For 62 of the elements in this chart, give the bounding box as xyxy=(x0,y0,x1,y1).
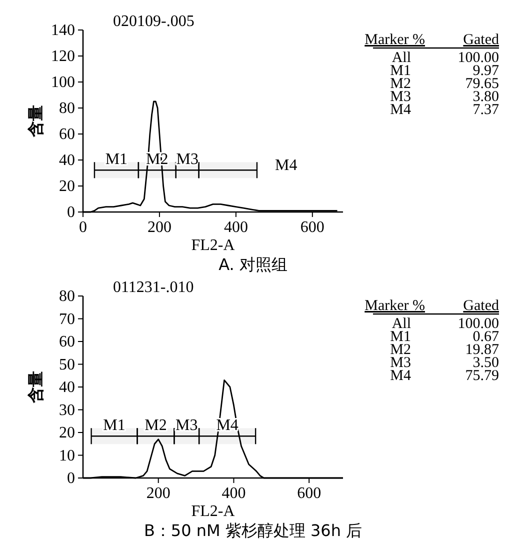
x-tick-label: 400 xyxy=(224,219,248,236)
band-label: M3 xyxy=(176,417,198,434)
y-tick-label: 40 xyxy=(59,152,75,169)
y-tick-label: 10 xyxy=(59,447,75,464)
text: M4 xyxy=(390,368,412,384)
text: M1 xyxy=(390,63,411,79)
text: 3.50 xyxy=(472,355,499,371)
x-tick-label: 200 xyxy=(146,485,170,502)
y-axis-title: 含量 xyxy=(26,105,45,138)
x-tick-label: 0 xyxy=(79,219,87,236)
text: Marker % xyxy=(364,298,425,314)
y-tick-label: 50 xyxy=(59,356,75,374)
y-tick-label: 20 xyxy=(59,178,75,195)
text: M2 xyxy=(390,342,411,358)
text: M2 xyxy=(390,76,411,92)
chart-title: 020109-.005 xyxy=(113,13,194,30)
text: B：50 nM 紫杉醇处理 36h 后 xyxy=(144,521,362,540)
band-label: M4 xyxy=(274,157,298,174)
x-tick-label: 600 xyxy=(297,485,322,502)
y-tick-label: 40 xyxy=(59,379,75,396)
text: 9.97 xyxy=(472,63,500,79)
text: 100.00 xyxy=(458,50,499,66)
x-axis-title: FL2-A xyxy=(191,237,236,254)
y-tick-label: 80 xyxy=(59,288,75,305)
text: M1 xyxy=(390,329,411,345)
x-tick-label: 200 xyxy=(147,219,172,236)
y-tick-label: 140 xyxy=(51,22,75,39)
text: 0.67 xyxy=(472,329,500,345)
y-tick-label: 0 xyxy=(67,204,75,221)
text: All xyxy=(392,316,411,332)
text: Marker % xyxy=(364,32,425,48)
y-tick-label: 80 xyxy=(59,100,75,117)
text: 7.37 xyxy=(472,102,500,118)
band-label: M1 xyxy=(103,417,126,434)
y-tick-label: 60 xyxy=(59,334,75,350)
text: M3 xyxy=(390,89,411,105)
y-tick-label: 70 xyxy=(59,310,75,328)
text: 19.87 xyxy=(465,342,500,358)
text: 3.80 xyxy=(472,89,499,105)
x-axis-title: FL2-A xyxy=(191,503,236,520)
text: Gated xyxy=(463,298,500,314)
y-tick-label: 0 xyxy=(67,470,75,487)
y-tick-label: 100 xyxy=(51,74,75,91)
band-label: M1 xyxy=(105,151,128,168)
text: A. 对照组 xyxy=(218,255,288,274)
text: 100.00 xyxy=(458,316,499,332)
y-tick-label: 120 xyxy=(51,48,75,65)
y-tick-label: 60 xyxy=(59,126,75,143)
text: M3 xyxy=(390,355,411,371)
band-label: M3 xyxy=(176,151,198,168)
x-tick-label: 400 xyxy=(222,485,246,502)
y-tick-label: 30 xyxy=(59,402,75,419)
chart-title: 011231-.010 xyxy=(113,279,194,296)
text: 79.65 xyxy=(465,76,499,92)
band-label: M2 xyxy=(144,417,167,434)
text: All xyxy=(392,50,411,66)
text: Gated xyxy=(463,32,500,48)
x-tick-label: 600 xyxy=(300,219,324,236)
text: 75.79 xyxy=(465,368,499,384)
text: M4 xyxy=(390,102,412,118)
y-axis-title: 含量 xyxy=(26,371,45,404)
y-tick-label: 20 xyxy=(59,424,75,442)
